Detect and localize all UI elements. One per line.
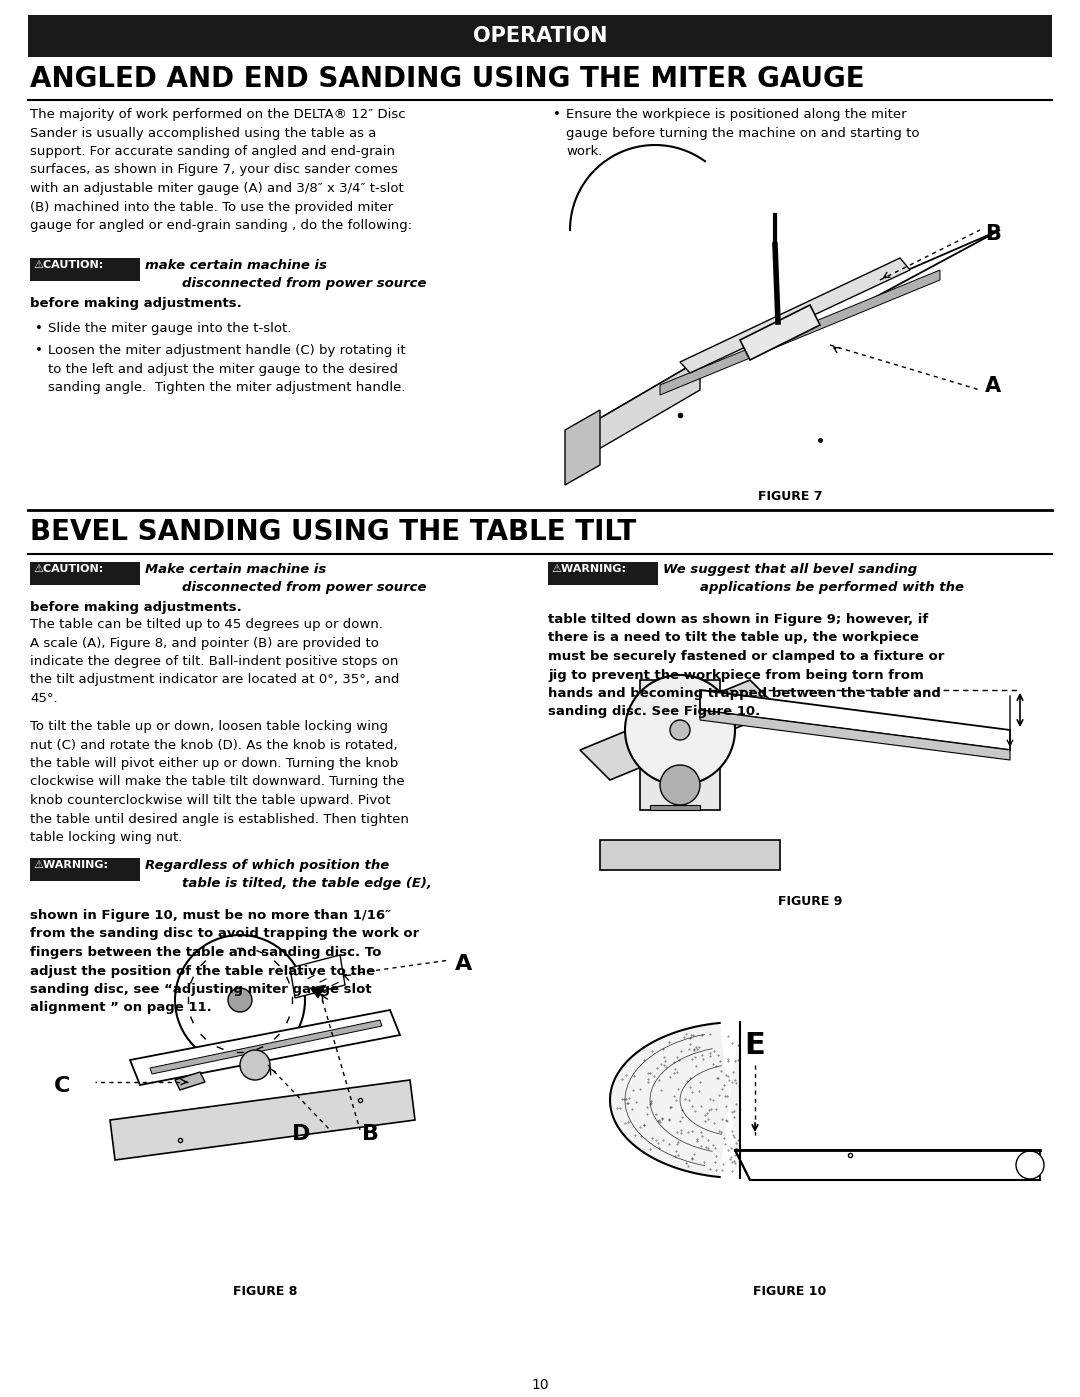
Text: make certain machine is
        disconnected from power source: make certain machine is disconnected fro…: [145, 258, 427, 291]
Text: FIGURE 9: FIGURE 9: [778, 895, 842, 908]
Polygon shape: [650, 805, 700, 810]
Circle shape: [175, 935, 305, 1065]
Text: To tilt the table up or down, loosen table locking wing
nut (C) and rotate the k: To tilt the table up or down, loosen tab…: [30, 719, 409, 844]
Polygon shape: [660, 270, 940, 395]
Text: FIGURE 10: FIGURE 10: [754, 1285, 826, 1298]
Text: A: A: [455, 954, 472, 974]
Text: Regardless of which position the
        table is tilted, the table edge (E),: Regardless of which position the table i…: [145, 859, 432, 890]
Circle shape: [660, 766, 700, 805]
Polygon shape: [610, 1023, 740, 1178]
Text: B: B: [362, 1125, 379, 1144]
Polygon shape: [680, 258, 910, 373]
Text: FIGURE 7: FIGURE 7: [758, 490, 822, 503]
Text: •: •: [35, 344, 43, 358]
Text: The table can be tilted up to 45 degrees up or down.
A scale (A), Figure 8, and : The table can be tilted up to 45 degrees…: [30, 617, 400, 705]
Bar: [30, 258, 140, 281]
Polygon shape: [150, 1020, 382, 1074]
Text: table tilted down as shown in Figure 9; however, if
there is a need to tilt the : table tilted down as shown in Figure 9; …: [548, 613, 944, 718]
Text: ⚠WARNING:: ⚠WARNING:: [551, 564, 626, 574]
Text: ANGLED AND END SANDING USING THE MITER GAUGE: ANGLED AND END SANDING USING THE MITER G…: [30, 66, 865, 94]
Text: Slide the miter gauge into the t-slot.: Slide the miter gauge into the t-slot.: [48, 321, 292, 335]
Polygon shape: [580, 680, 780, 780]
Polygon shape: [175, 1071, 205, 1090]
Bar: [28, 15, 1052, 57]
Text: Loosen the miter adjustment handle (C) by rotating it
to the left and adjust the: Loosen the miter adjustment handle (C) b…: [48, 344, 406, 394]
Text: before making adjustments.: before making adjustments.: [30, 298, 242, 310]
Polygon shape: [600, 840, 780, 870]
Text: FIGURE 8: FIGURE 8: [233, 1285, 297, 1298]
Text: The majority of work performed on the DELTA® 12″ Disc
Sander is usually accompli: The majority of work performed on the DE…: [30, 108, 413, 232]
Circle shape: [240, 1051, 270, 1080]
Text: A: A: [985, 376, 1001, 395]
Text: •: •: [553, 108, 561, 122]
Circle shape: [625, 675, 735, 785]
Text: 10: 10: [531, 1377, 549, 1391]
Circle shape: [670, 719, 690, 740]
Text: •: •: [35, 321, 43, 335]
Polygon shape: [200, 950, 280, 1060]
Polygon shape: [740, 305, 820, 360]
Text: before making adjustments.: before making adjustments.: [30, 601, 242, 615]
Text: ⚠CAUTION:: ⚠CAUTION:: [33, 260, 104, 270]
Polygon shape: [310, 985, 326, 997]
Polygon shape: [640, 680, 720, 810]
Text: shown in Figure 10, must be no more than 1/16″
from the sanding disc to avoid tr: shown in Figure 10, must be no more than…: [30, 909, 419, 1014]
Bar: [548, 562, 658, 585]
Text: OPERATION: OPERATION: [473, 27, 607, 46]
Polygon shape: [580, 360, 700, 460]
Text: D: D: [292, 1125, 310, 1144]
Text: BEVEL SANDING USING THE TABLE TILT: BEVEL SANDING USING THE TABLE TILT: [30, 518, 636, 546]
Text: Make certain machine is
        disconnected from power source: Make certain machine is disconnected fro…: [145, 563, 427, 595]
Polygon shape: [291, 956, 345, 997]
Circle shape: [1016, 1151, 1044, 1179]
Text: Ensure the workpiece is positioned along the miter
gauge before turning the mach: Ensure the workpiece is positioned along…: [566, 108, 919, 158]
Circle shape: [228, 988, 252, 1011]
Polygon shape: [700, 710, 1010, 760]
Text: ⚠WARNING:: ⚠WARNING:: [33, 861, 108, 870]
Polygon shape: [565, 409, 600, 485]
Text: E: E: [744, 1031, 766, 1060]
Text: B: B: [985, 224, 1001, 244]
Polygon shape: [130, 1010, 400, 1085]
Text: ⚠CAUTION:: ⚠CAUTION:: [33, 564, 104, 574]
Text: We suggest that all bevel sanding
        applications be performed with the: We suggest that all bevel sanding applic…: [663, 563, 964, 595]
Bar: [30, 562, 140, 585]
Polygon shape: [735, 1150, 1040, 1180]
Text: C: C: [54, 1076, 70, 1097]
Polygon shape: [580, 231, 1000, 430]
Bar: [30, 858, 140, 882]
Polygon shape: [110, 1080, 415, 1160]
Polygon shape: [700, 690, 1010, 750]
